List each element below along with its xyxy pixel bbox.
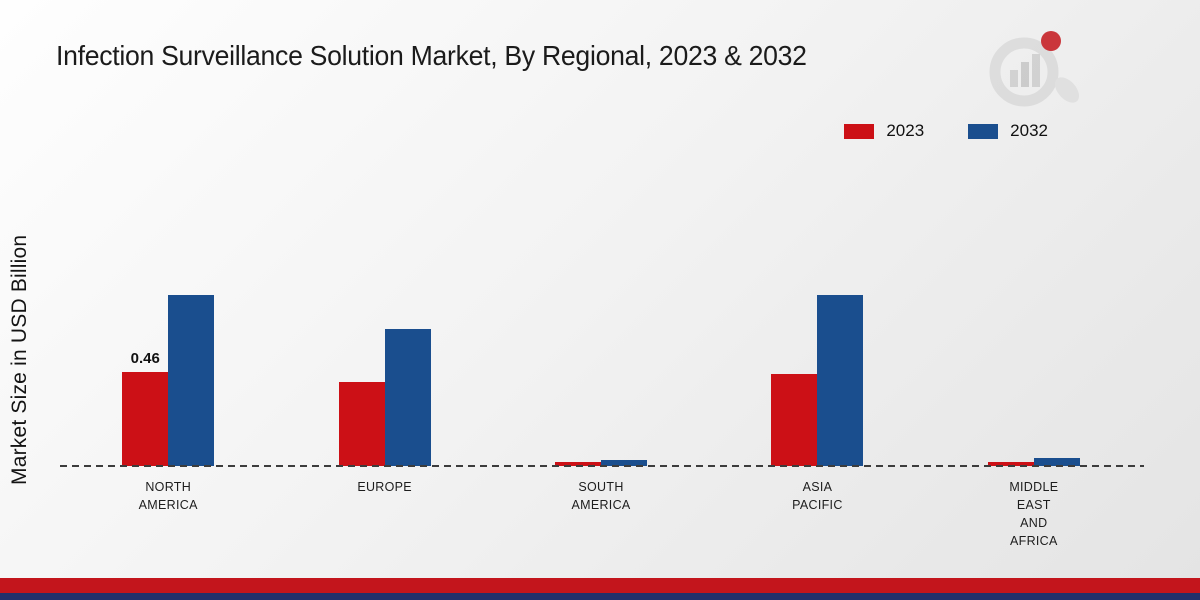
bar-2023-europe bbox=[338, 382, 385, 466]
legend-label-2023: 2023 bbox=[886, 121, 925, 140]
bar-group-asia-pacific bbox=[709, 226, 925, 466]
bar-group-south-america bbox=[493, 226, 709, 466]
legend-swatch-2023-icon bbox=[844, 123, 875, 139]
footer-stripe-red bbox=[0, 578, 1200, 593]
x-axis-label-europe: EUROPE bbox=[357, 480, 412, 494]
bar-2023-asia-pacific bbox=[771, 374, 818, 466]
bar-group-europe bbox=[276, 226, 492, 466]
bar-2032-north-america bbox=[168, 295, 215, 466]
legend-swatch-2032-icon bbox=[968, 123, 999, 139]
bar-value-label: 0.46 bbox=[130, 350, 160, 367]
legend: 2023 2032 bbox=[844, 121, 1048, 141]
bar-2023-north-america bbox=[122, 372, 169, 466]
brand-logo-icon bbox=[989, 31, 1080, 107]
footer-stripe-navy bbox=[0, 593, 1200, 600]
bar-group-north-america: 0.46 bbox=[60, 226, 276, 466]
y-axis-label: Market Size in USD Billion bbox=[8, 234, 31, 486]
legend-item-2032: 2032 bbox=[968, 121, 1048, 141]
bar-2032-south-america bbox=[601, 460, 648, 466]
bar-2023-middle-east-and-africa bbox=[987, 462, 1034, 466]
x-axis-line bbox=[60, 465, 1144, 467]
x-axis-label-south-america: SOUTH AMERICA bbox=[571, 480, 631, 513]
x-axis-label-north-america: NORTH AMERICA bbox=[138, 480, 198, 513]
bar-2023-south-america bbox=[555, 462, 602, 466]
bar-group-middle-east-and-africa bbox=[926, 226, 1142, 466]
bar-2032-asia-pacific bbox=[817, 295, 864, 466]
x-axis-labels: NORTH AMERICA EUROPE SOUTH AMERICA ASIA PACIFI… bbox=[60, 478, 1142, 551]
chart-title: Infection Surveillance Solution Market, … bbox=[56, 40, 807, 71]
x-axis-label-asia-pacific: ASIA PACIFIC bbox=[792, 480, 843, 513]
bar-2032-europe bbox=[384, 329, 431, 466]
legend-label-2032: 2032 bbox=[1010, 121, 1048, 140]
bar-2032-middle-east-and-africa bbox=[1033, 458, 1080, 466]
x-axis-label-middle-east-and-africa: MIDDLE EAST AND AFRICA bbox=[1009, 480, 1059, 549]
legend-item-2023: 2023 bbox=[844, 121, 924, 141]
plot-area: 0.46 bbox=[60, 226, 1142, 466]
